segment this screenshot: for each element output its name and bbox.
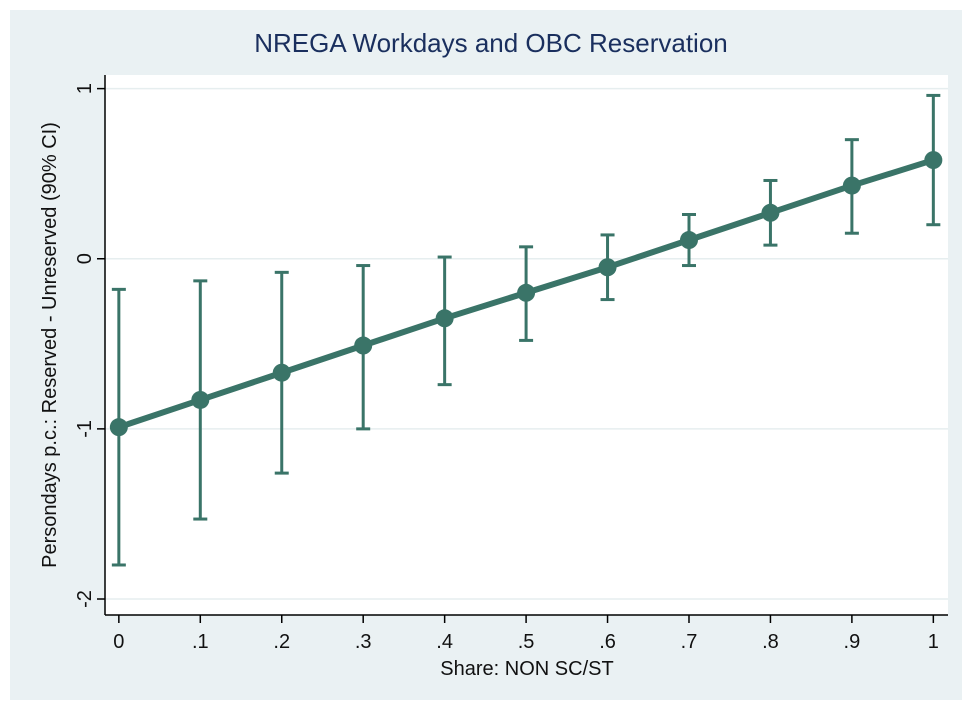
y-tick-label: -1 — [74, 420, 96, 438]
point — [598, 258, 617, 277]
x-tick-label: 0 — [113, 631, 124, 653]
y-axis-title: Persondays p.c.: Reserved - Unreserved (… — [39, 122, 61, 568]
point — [191, 390, 210, 409]
point — [354, 336, 373, 355]
point — [679, 231, 698, 250]
point — [761, 203, 780, 222]
y-tick-label: 1 — [74, 83, 96, 94]
point — [272, 363, 291, 382]
x-axis-title: Share: NON SC/ST — [440, 658, 613, 680]
x-tick-label: .4 — [436, 631, 453, 653]
plot-region — [105, 75, 948, 615]
point — [435, 309, 454, 328]
point — [842, 176, 861, 195]
x-tick-label: .3 — [355, 631, 372, 653]
x-tick-label: .5 — [518, 631, 535, 653]
x-tick-label: .6 — [599, 631, 616, 653]
x-tick-label: .2 — [273, 631, 290, 653]
chart-title: NREGA Workdays and OBC Reservation — [254, 28, 727, 58]
x-tick-label: 1 — [928, 631, 939, 653]
y-tick-label: -2 — [74, 590, 96, 608]
point — [517, 283, 536, 302]
x-tick-label: .8 — [762, 631, 779, 653]
point — [109, 418, 128, 437]
x-tick-label: .7 — [681, 631, 698, 653]
y-tick-label: 0 — [74, 253, 96, 264]
point — [924, 151, 943, 170]
x-tick-label: .9 — [844, 631, 861, 653]
x-tick-label: .1 — [192, 631, 209, 653]
